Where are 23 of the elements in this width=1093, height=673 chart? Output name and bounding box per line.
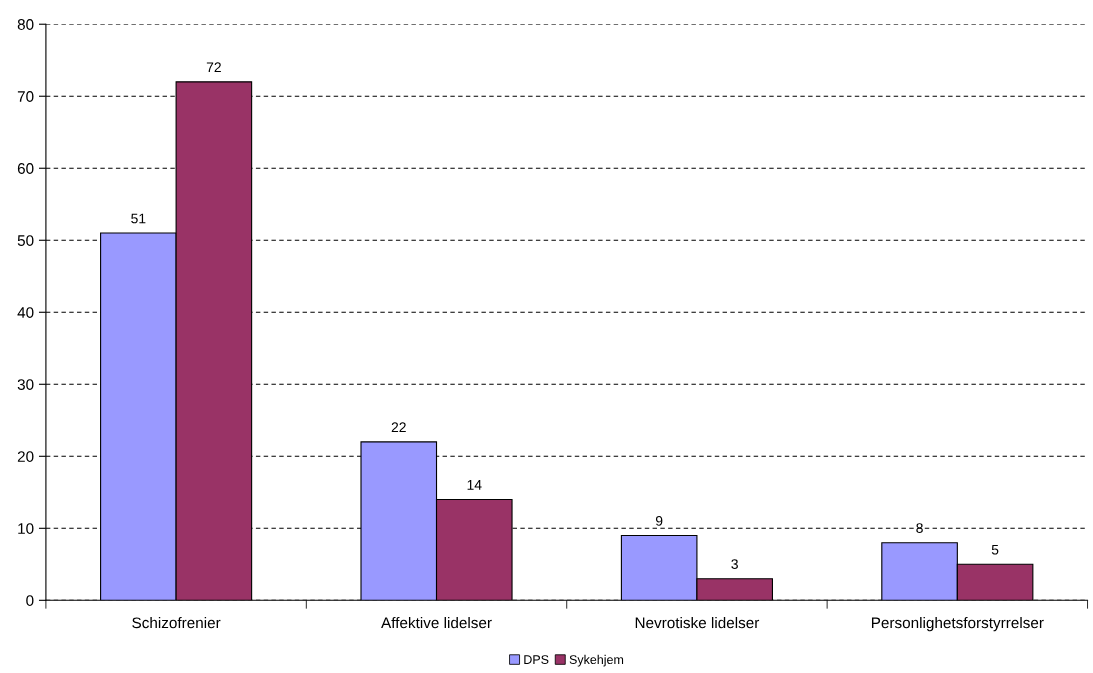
y-tick-label: 50 bbox=[17, 235, 34, 246]
y-tick-label: 10 bbox=[18, 523, 34, 534]
x-tick-label: Schizofrenier bbox=[132, 616, 221, 629]
data-label: 8 bbox=[916, 523, 923, 534]
x-tick-label: Affektive lidelser bbox=[381, 616, 492, 629]
data-label: 51 bbox=[131, 213, 146, 224]
y-tick-label: 70 bbox=[17, 91, 34, 102]
x-tick-label: Nevrotiske lidelser bbox=[635, 616, 760, 629]
y-tick-label: 80 bbox=[17, 19, 34, 30]
legend-label: Sykehjem bbox=[569, 654, 624, 667]
data-label: 5 bbox=[991, 544, 999, 555]
y-tick-label: 40 bbox=[17, 307, 34, 318]
y-tick-label: 30 bbox=[17, 379, 34, 390]
data-label: 14 bbox=[467, 480, 482, 490]
legend-label: DPS bbox=[524, 655, 549, 665]
data-label: 3 bbox=[731, 559, 738, 570]
x-tick-label: Personlighetsforstyrrelser bbox=[871, 616, 1044, 632]
y-tick-label: 0 bbox=[26, 595, 34, 606]
data-label: 22 bbox=[391, 422, 406, 433]
y-tick-label: 20 bbox=[17, 451, 34, 462]
data-label: 9 bbox=[655, 515, 663, 526]
data-label: 72 bbox=[206, 62, 221, 73]
y-tick-label: 60 bbox=[17, 163, 34, 174]
